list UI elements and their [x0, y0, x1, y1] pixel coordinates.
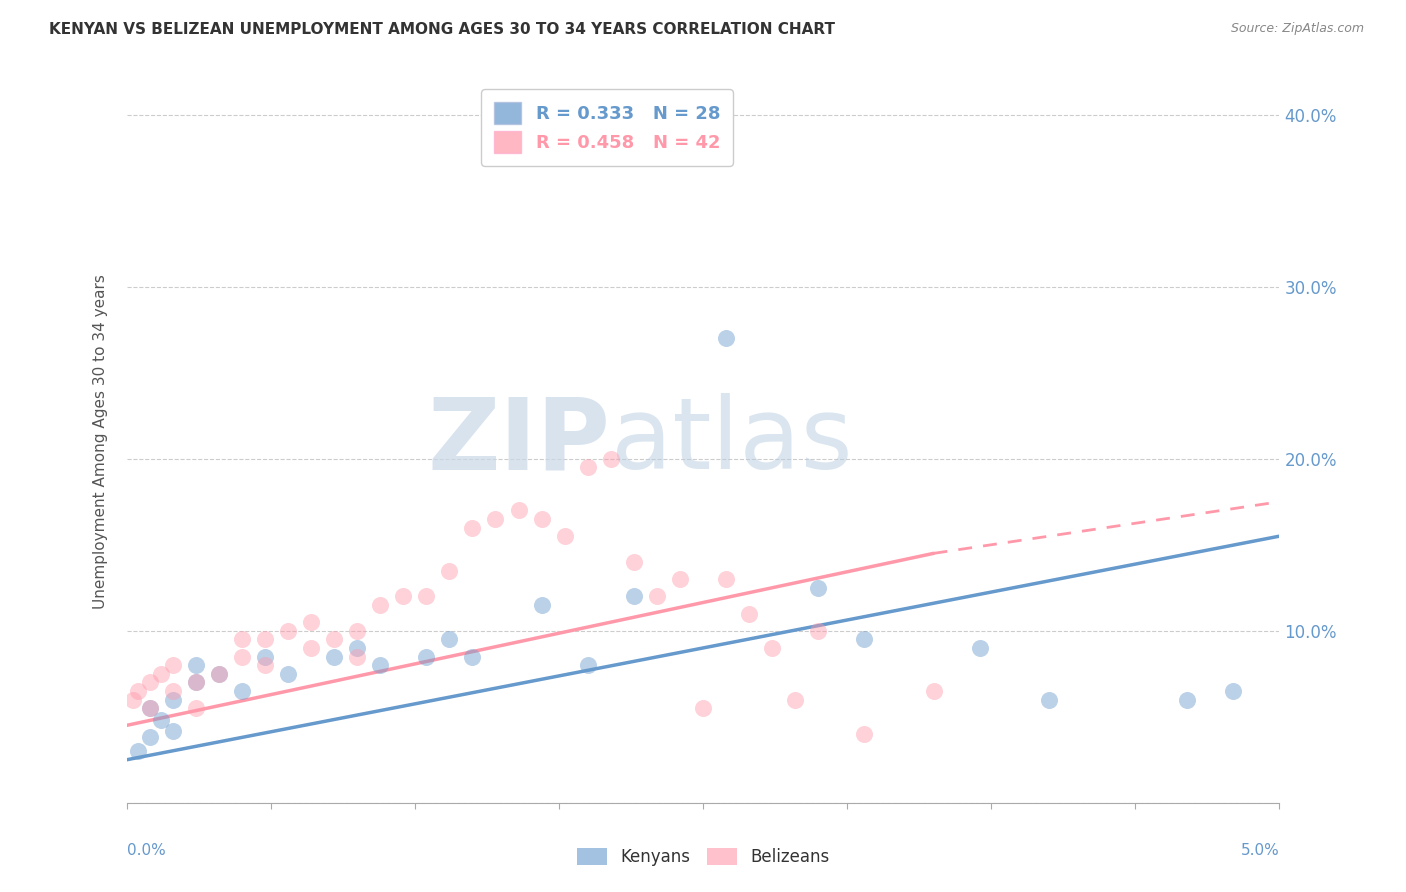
Point — [576, 460, 599, 475]
Point — [461, 520, 484, 534]
Y-axis label: Unemployment Among Ages 30 to 34 years: Unemployment Among Ages 30 to 34 years — [93, 274, 108, 609]
Point — [184, 675, 207, 690]
Point — [508, 503, 530, 517]
Point — [669, 572, 692, 586]
Point — [530, 598, 553, 612]
Point — [439, 564, 461, 578]
Point — [184, 675, 207, 690]
Point — [714, 572, 737, 586]
Point — [415, 649, 437, 664]
Point — [231, 649, 253, 664]
Point — [692, 701, 714, 715]
Point — [127, 744, 149, 758]
Point — [231, 684, 253, 698]
Point — [1222, 684, 1244, 698]
Point — [150, 666, 173, 681]
Point — [392, 590, 415, 604]
Point — [807, 624, 830, 638]
Point — [127, 684, 149, 698]
Point — [346, 649, 368, 664]
Point — [184, 658, 207, 673]
Point — [231, 632, 253, 647]
Point — [623, 555, 645, 569]
Point — [368, 658, 391, 673]
Text: 5.0%: 5.0% — [1240, 843, 1279, 857]
Point — [368, 598, 391, 612]
Point — [623, 590, 645, 604]
Point — [323, 649, 346, 664]
Point — [138, 675, 160, 690]
Text: ZIP: ZIP — [427, 393, 610, 490]
Point — [761, 640, 783, 655]
Point — [645, 590, 668, 604]
Point — [162, 658, 184, 673]
Point — [299, 615, 322, 630]
Point — [138, 701, 160, 715]
Point — [1038, 692, 1060, 706]
Point — [253, 658, 276, 673]
Point — [346, 640, 368, 655]
Point — [714, 331, 737, 345]
Point — [138, 701, 160, 715]
Point — [253, 649, 276, 664]
Point — [599, 451, 621, 466]
Point — [346, 624, 368, 638]
Point — [738, 607, 761, 621]
Point — [162, 684, 184, 698]
Point — [138, 731, 160, 745]
Point — [439, 632, 461, 647]
Point — [150, 713, 173, 727]
Point — [554, 529, 576, 543]
Point — [162, 692, 184, 706]
Text: KENYAN VS BELIZEAN UNEMPLOYMENT AMONG AGES 30 TO 34 YEARS CORRELATION CHART: KENYAN VS BELIZEAN UNEMPLOYMENT AMONG AG… — [49, 22, 835, 37]
Point — [122, 692, 145, 706]
Point — [253, 632, 276, 647]
Point — [323, 632, 346, 647]
Point — [785, 692, 807, 706]
Point — [184, 701, 207, 715]
Point — [530, 512, 553, 526]
Point — [415, 590, 437, 604]
Point — [484, 512, 506, 526]
Point — [277, 624, 299, 638]
Point — [807, 581, 830, 595]
Text: 0.0%: 0.0% — [127, 843, 166, 857]
Legend: Kenyans, Belizeans: Kenyans, Belizeans — [568, 840, 838, 875]
Point — [576, 658, 599, 673]
Point — [922, 684, 945, 698]
Point — [277, 666, 299, 681]
Text: Source: ZipAtlas.com: Source: ZipAtlas.com — [1230, 22, 1364, 36]
Point — [1175, 692, 1198, 706]
Text: atlas: atlas — [610, 393, 852, 490]
Point — [461, 649, 484, 664]
Point — [853, 632, 876, 647]
Point — [853, 727, 876, 741]
Point — [969, 640, 991, 655]
Point — [162, 723, 184, 738]
Legend: R = 0.333   N = 28, R = 0.458   N = 42: R = 0.333 N = 28, R = 0.458 N = 42 — [481, 89, 733, 166]
Point — [208, 666, 231, 681]
Point — [208, 666, 231, 681]
Point — [299, 640, 322, 655]
